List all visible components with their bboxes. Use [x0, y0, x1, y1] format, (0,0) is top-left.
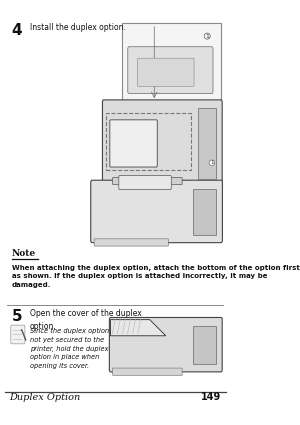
FancyBboxPatch shape: [128, 47, 213, 94]
FancyBboxPatch shape: [110, 120, 157, 167]
Polygon shape: [110, 320, 166, 336]
Text: 1: 1: [205, 34, 209, 39]
FancyBboxPatch shape: [112, 178, 182, 184]
FancyBboxPatch shape: [103, 100, 222, 187]
Text: Since the duplex option is
not yet secured to the
printer, hold the duplex
optio: Since the duplex option is not yet secur…: [30, 328, 117, 369]
Bar: [194, 189, 216, 235]
Text: When attaching the duplex option, attach the bottom of the option first,
as show: When attaching the duplex option, attach…: [11, 265, 300, 288]
Bar: [198, 108, 216, 179]
FancyBboxPatch shape: [112, 368, 182, 375]
FancyBboxPatch shape: [91, 180, 222, 243]
Text: 4: 4: [11, 23, 22, 38]
Text: Install the duplex option.: Install the duplex option.: [30, 23, 126, 32]
Text: Open the cover of the duplex
option.: Open the cover of the duplex option.: [30, 309, 142, 331]
Text: 1: 1: [210, 160, 214, 165]
FancyBboxPatch shape: [119, 176, 171, 190]
Text: 5: 5: [11, 309, 22, 324]
Text: Duplex Option: Duplex Option: [9, 393, 80, 402]
FancyBboxPatch shape: [11, 325, 25, 344]
FancyBboxPatch shape: [137, 58, 194, 86]
FancyBboxPatch shape: [122, 23, 221, 102]
FancyBboxPatch shape: [94, 239, 168, 246]
Text: 149: 149: [201, 391, 221, 402]
Text: Note: Note: [11, 249, 36, 258]
Bar: [194, 326, 216, 364]
FancyBboxPatch shape: [110, 317, 222, 372]
